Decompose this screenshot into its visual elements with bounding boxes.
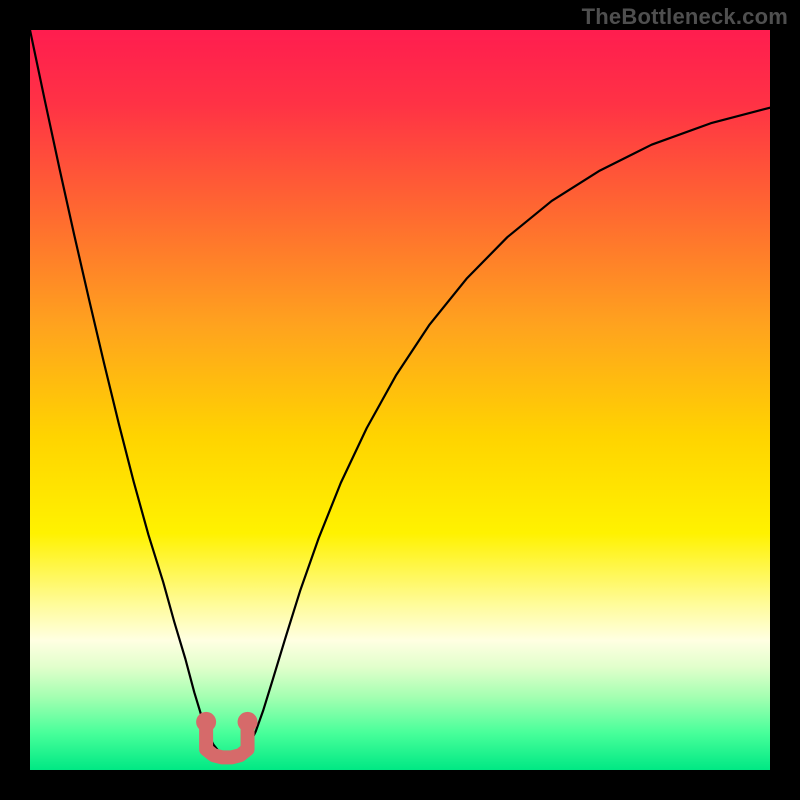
plot-area xyxy=(30,30,770,770)
chart-svg xyxy=(30,30,770,770)
watermark-text: TheBottleneck.com xyxy=(582,4,788,30)
optimal-range-endpoint xyxy=(238,712,258,732)
chart-frame: TheBottleneck.com xyxy=(0,0,800,800)
optimal-range-endpoint xyxy=(196,712,216,732)
